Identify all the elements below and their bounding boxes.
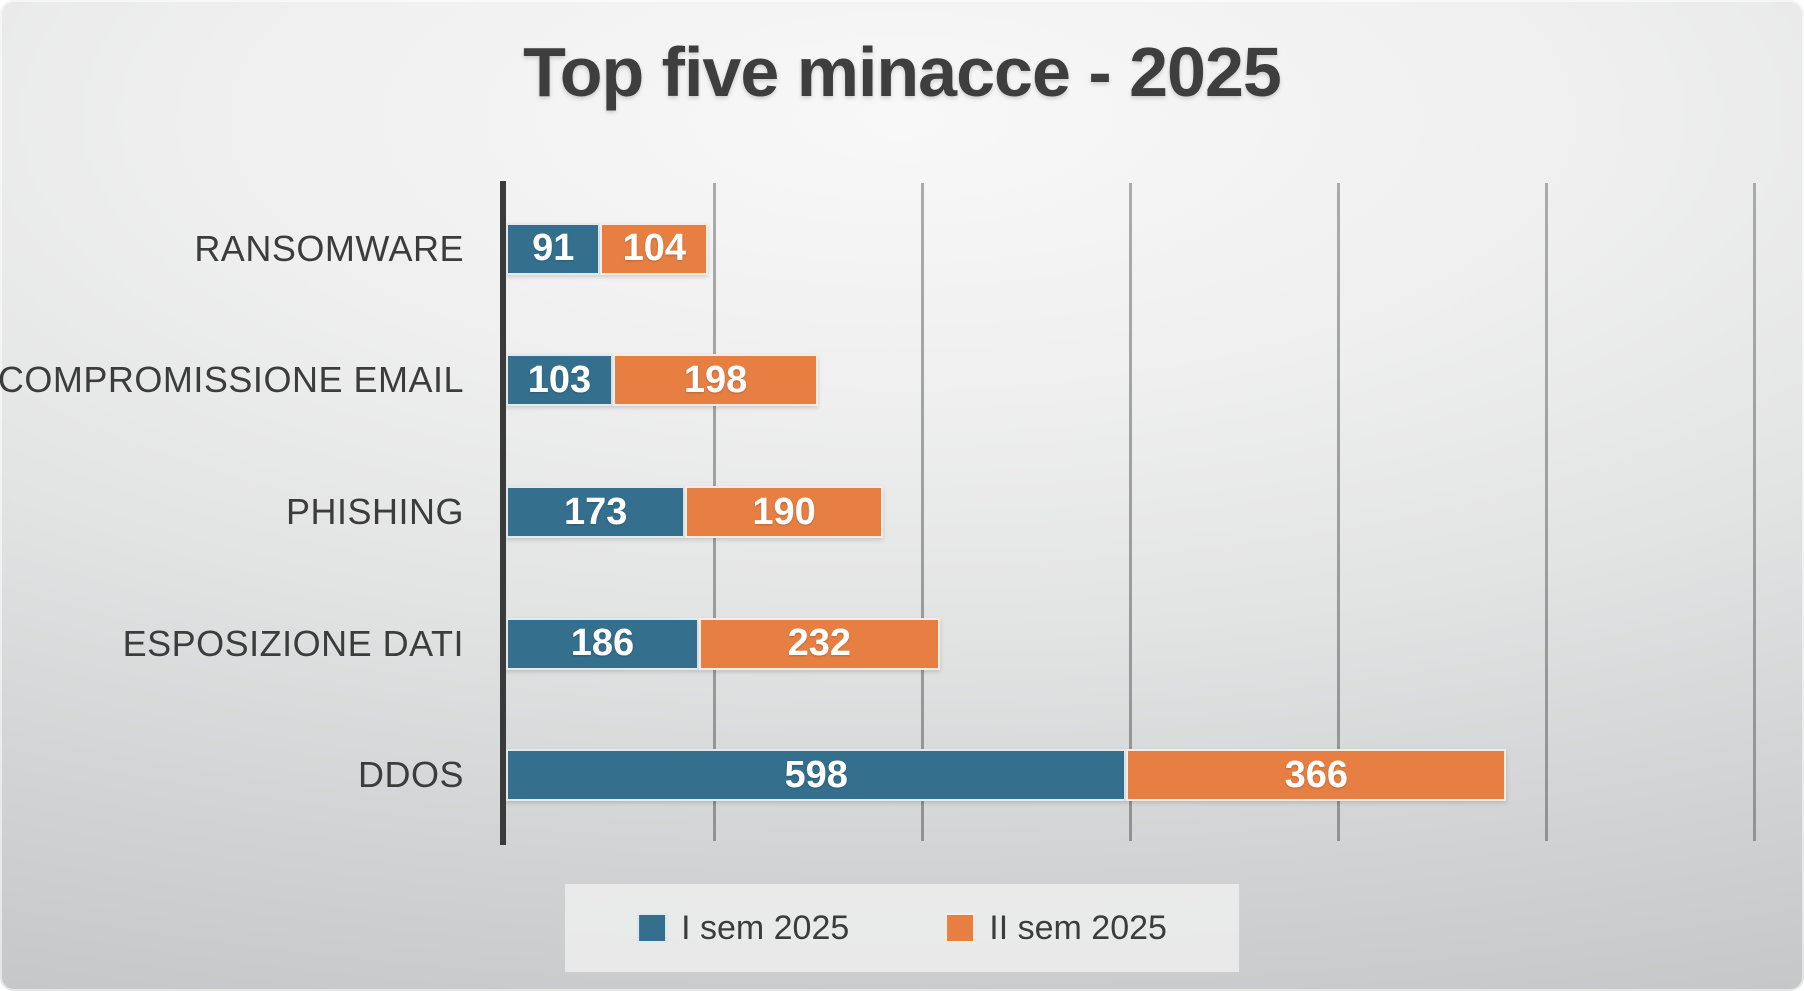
data-label: 198 xyxy=(683,358,748,401)
legend-label-sem1: I sem 2025 xyxy=(681,908,850,947)
category-label: DDOS xyxy=(357,754,464,796)
data-label: 103 xyxy=(527,358,592,401)
bar-row-compromissione-email: 103 198 xyxy=(506,354,1751,407)
category-label: PHISHING xyxy=(285,490,464,532)
gridline-600 xyxy=(1129,183,1132,841)
label-row: PHISHING xyxy=(0,446,464,578)
data-label: 186 xyxy=(570,622,635,665)
label-row: DDOS xyxy=(0,709,464,841)
bar-segment-series2[interactable]: 232 xyxy=(698,617,940,670)
legend-label-sem2: II sem 2025 xyxy=(989,908,1167,947)
legend-item-sem1: I sem 2025 xyxy=(637,909,849,948)
bar-row-ransomware: 91 104 xyxy=(506,222,1751,275)
legend: I sem 2025 II sem 2025 xyxy=(565,884,1239,972)
bar-segment-series1[interactable]: 91 xyxy=(506,222,601,275)
chart-title: Top five minacce - 2025 xyxy=(523,33,1282,111)
bar-segment-series2[interactable]: 198 xyxy=(612,354,819,407)
bar-segment-series2[interactable]: 104 xyxy=(600,222,709,275)
data-label: 91 xyxy=(532,227,575,270)
data-label: 104 xyxy=(622,227,687,270)
bar-row-esposizione-dati: 186 232 xyxy=(506,617,1751,670)
data-label: 190 xyxy=(752,490,816,533)
gridline-1200 xyxy=(1753,183,1756,841)
category-axis-labels: RANSOMWARE COMPROMISSIONE EMAIL PHISHING ES… xyxy=(0,183,500,841)
bar-segment-series1[interactable]: 173 xyxy=(506,486,686,538)
bar-segment-series1[interactable]: 598 xyxy=(506,749,1127,802)
data-label: 598 xyxy=(784,753,848,796)
gridline-400 xyxy=(921,183,924,841)
bar-stack: 173 190 xyxy=(506,486,1751,538)
label-row: RANSOMWARE xyxy=(0,183,464,315)
bar-segment-series2[interactable]: 190 xyxy=(685,486,883,538)
bar-stack: 103 198 xyxy=(506,354,1751,407)
bar-segment-series1[interactable]: 103 xyxy=(506,354,613,407)
bar-row-ddos: 598 366 xyxy=(506,749,1751,802)
bar-stack: 91 104 xyxy=(506,222,1751,275)
plot-area: 91 104 103 198 173 190 186 232 598 366 xyxy=(506,183,1751,841)
label-row: ESPOSIZIONE DATI xyxy=(0,578,464,710)
bar-stack: 186 232 xyxy=(506,617,1751,670)
data-label: 232 xyxy=(787,622,852,665)
label-row: COMPROMISSIONE EMAIL xyxy=(0,315,464,447)
bar-segment-series1[interactable]: 186 xyxy=(506,617,699,670)
gridline-1000 xyxy=(1545,183,1548,841)
y-axis-line xyxy=(500,181,506,845)
category-label: ESPOSIZIONE DATI xyxy=(122,622,464,664)
legend-swatch-sem1-icon xyxy=(637,913,668,943)
bar-row-phishing: 173 190 xyxy=(506,486,1751,538)
legend-swatch-sem2-icon xyxy=(945,913,976,943)
gridline-800 xyxy=(1337,183,1340,841)
category-label: COMPROMISSIONE EMAIL xyxy=(0,359,464,401)
data-label: 173 xyxy=(564,490,628,533)
data-label: 366 xyxy=(1284,753,1348,796)
legend-item-sem2: II sem 2025 xyxy=(945,909,1167,948)
bar-segment-series2[interactable]: 366 xyxy=(1126,749,1507,802)
bar-stack: 598 366 xyxy=(506,749,1751,802)
category-label: RANSOMWARE xyxy=(194,227,464,269)
